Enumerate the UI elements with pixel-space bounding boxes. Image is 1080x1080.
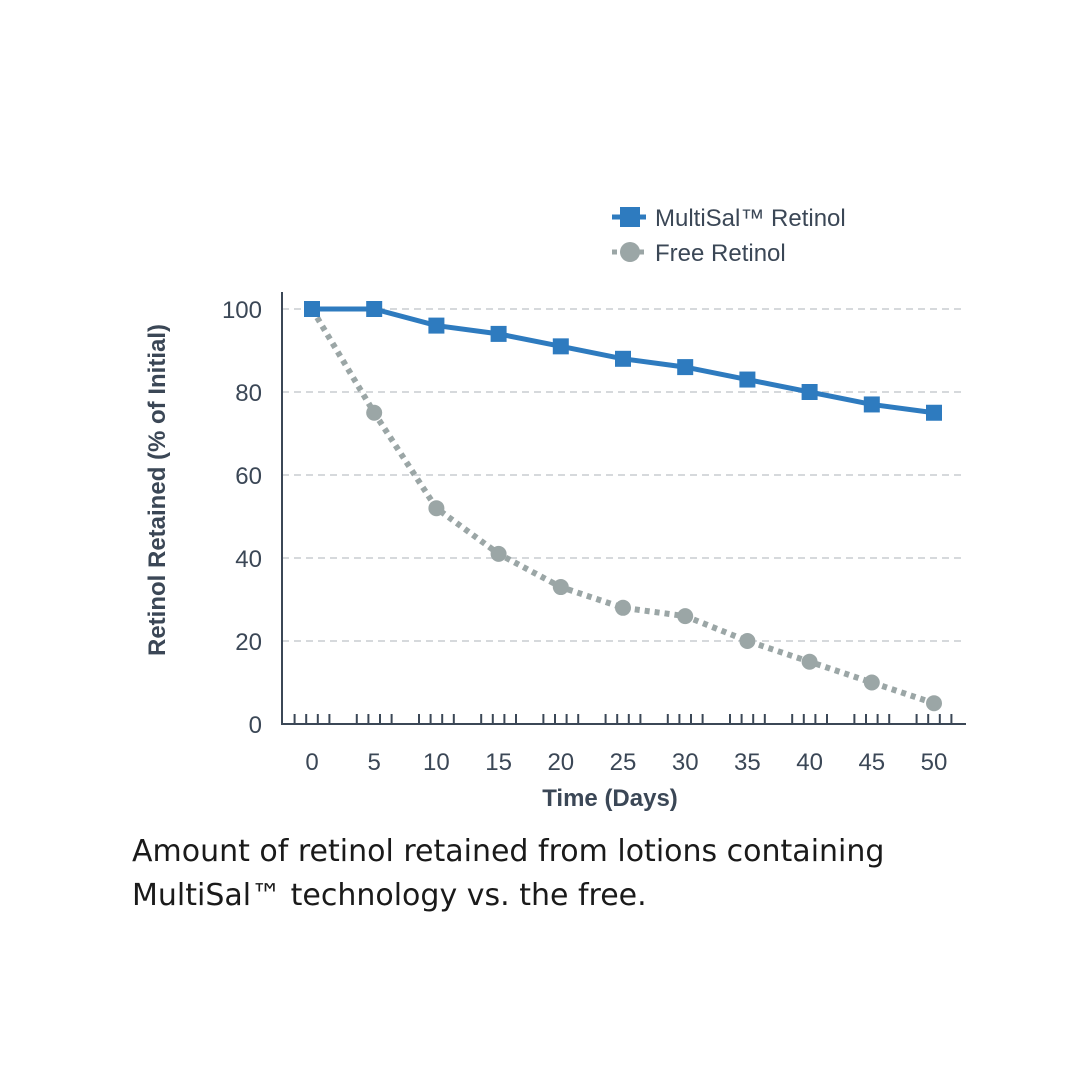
y-tick-label: 20 [235,629,262,656]
x-tick-label: 50 [921,749,948,776]
x-tick-label: 5 [368,749,381,776]
data-point [801,653,818,670]
x-tick-label: 45 [858,749,885,776]
y-axis-label: Retinol Retained (% of Initial) [144,324,171,656]
series [304,301,942,712]
data-point [926,695,942,712]
x-tick-label: 30 [672,749,699,776]
legend-label: MultiSal™ Retinol [655,205,846,232]
data-point [801,384,818,400]
axes [281,292,966,725]
x-tick-label: 0 [305,749,318,776]
x-tick-label: 20 [547,749,574,776]
x-tick-label: 40 [796,749,823,776]
legend: MultiSal™ Retinol Free Retinol [612,205,846,267]
data-point [863,674,880,691]
caption: Amount of retinol retained from lotions … [132,834,885,913]
data-point [552,338,569,355]
data-point [428,500,445,517]
y-tick-label: 0 [249,712,262,739]
data-point [490,325,507,342]
data-point [615,350,631,367]
data-point [739,371,756,388]
data-point [615,599,631,616]
data-point [304,301,320,317]
y-tick-label: 80 [235,380,262,407]
legend-square-marker-icon [620,207,640,227]
x-axis-label: Time (Days) [542,785,678,812]
data-point [552,579,569,596]
tick-labels: 0 20 40 60 80 100 0 5 10 15 20 25 30 35 40 45 50 [222,297,947,776]
data-point [926,404,942,421]
y-tick-label: 60 [235,463,262,490]
x-tick-label: 25 [610,749,637,776]
y-tick-label: 100 [222,297,262,324]
data-point [677,608,694,625]
data-point [366,404,383,421]
data-point [490,545,507,562]
series-line-free-retinol [309,307,935,707]
x-tick-label: 35 [734,749,761,776]
legend-label: Free Retinol [655,240,786,267]
chart: 0 20 40 60 80 100 0 5 10 15 20 25 30 35 40 45 50 Time (D… [144,205,966,812]
data-point [366,301,383,317]
legend-circle-marker-icon [620,242,640,262]
x-tick-label: 15 [485,749,512,776]
data-point [428,317,445,334]
y-tick-label: 40 [235,546,262,573]
data-point [677,359,694,376]
data-point [863,396,880,413]
x-tick-label: 10 [423,749,450,776]
data-point [739,633,756,649]
gridlines [282,308,966,642]
